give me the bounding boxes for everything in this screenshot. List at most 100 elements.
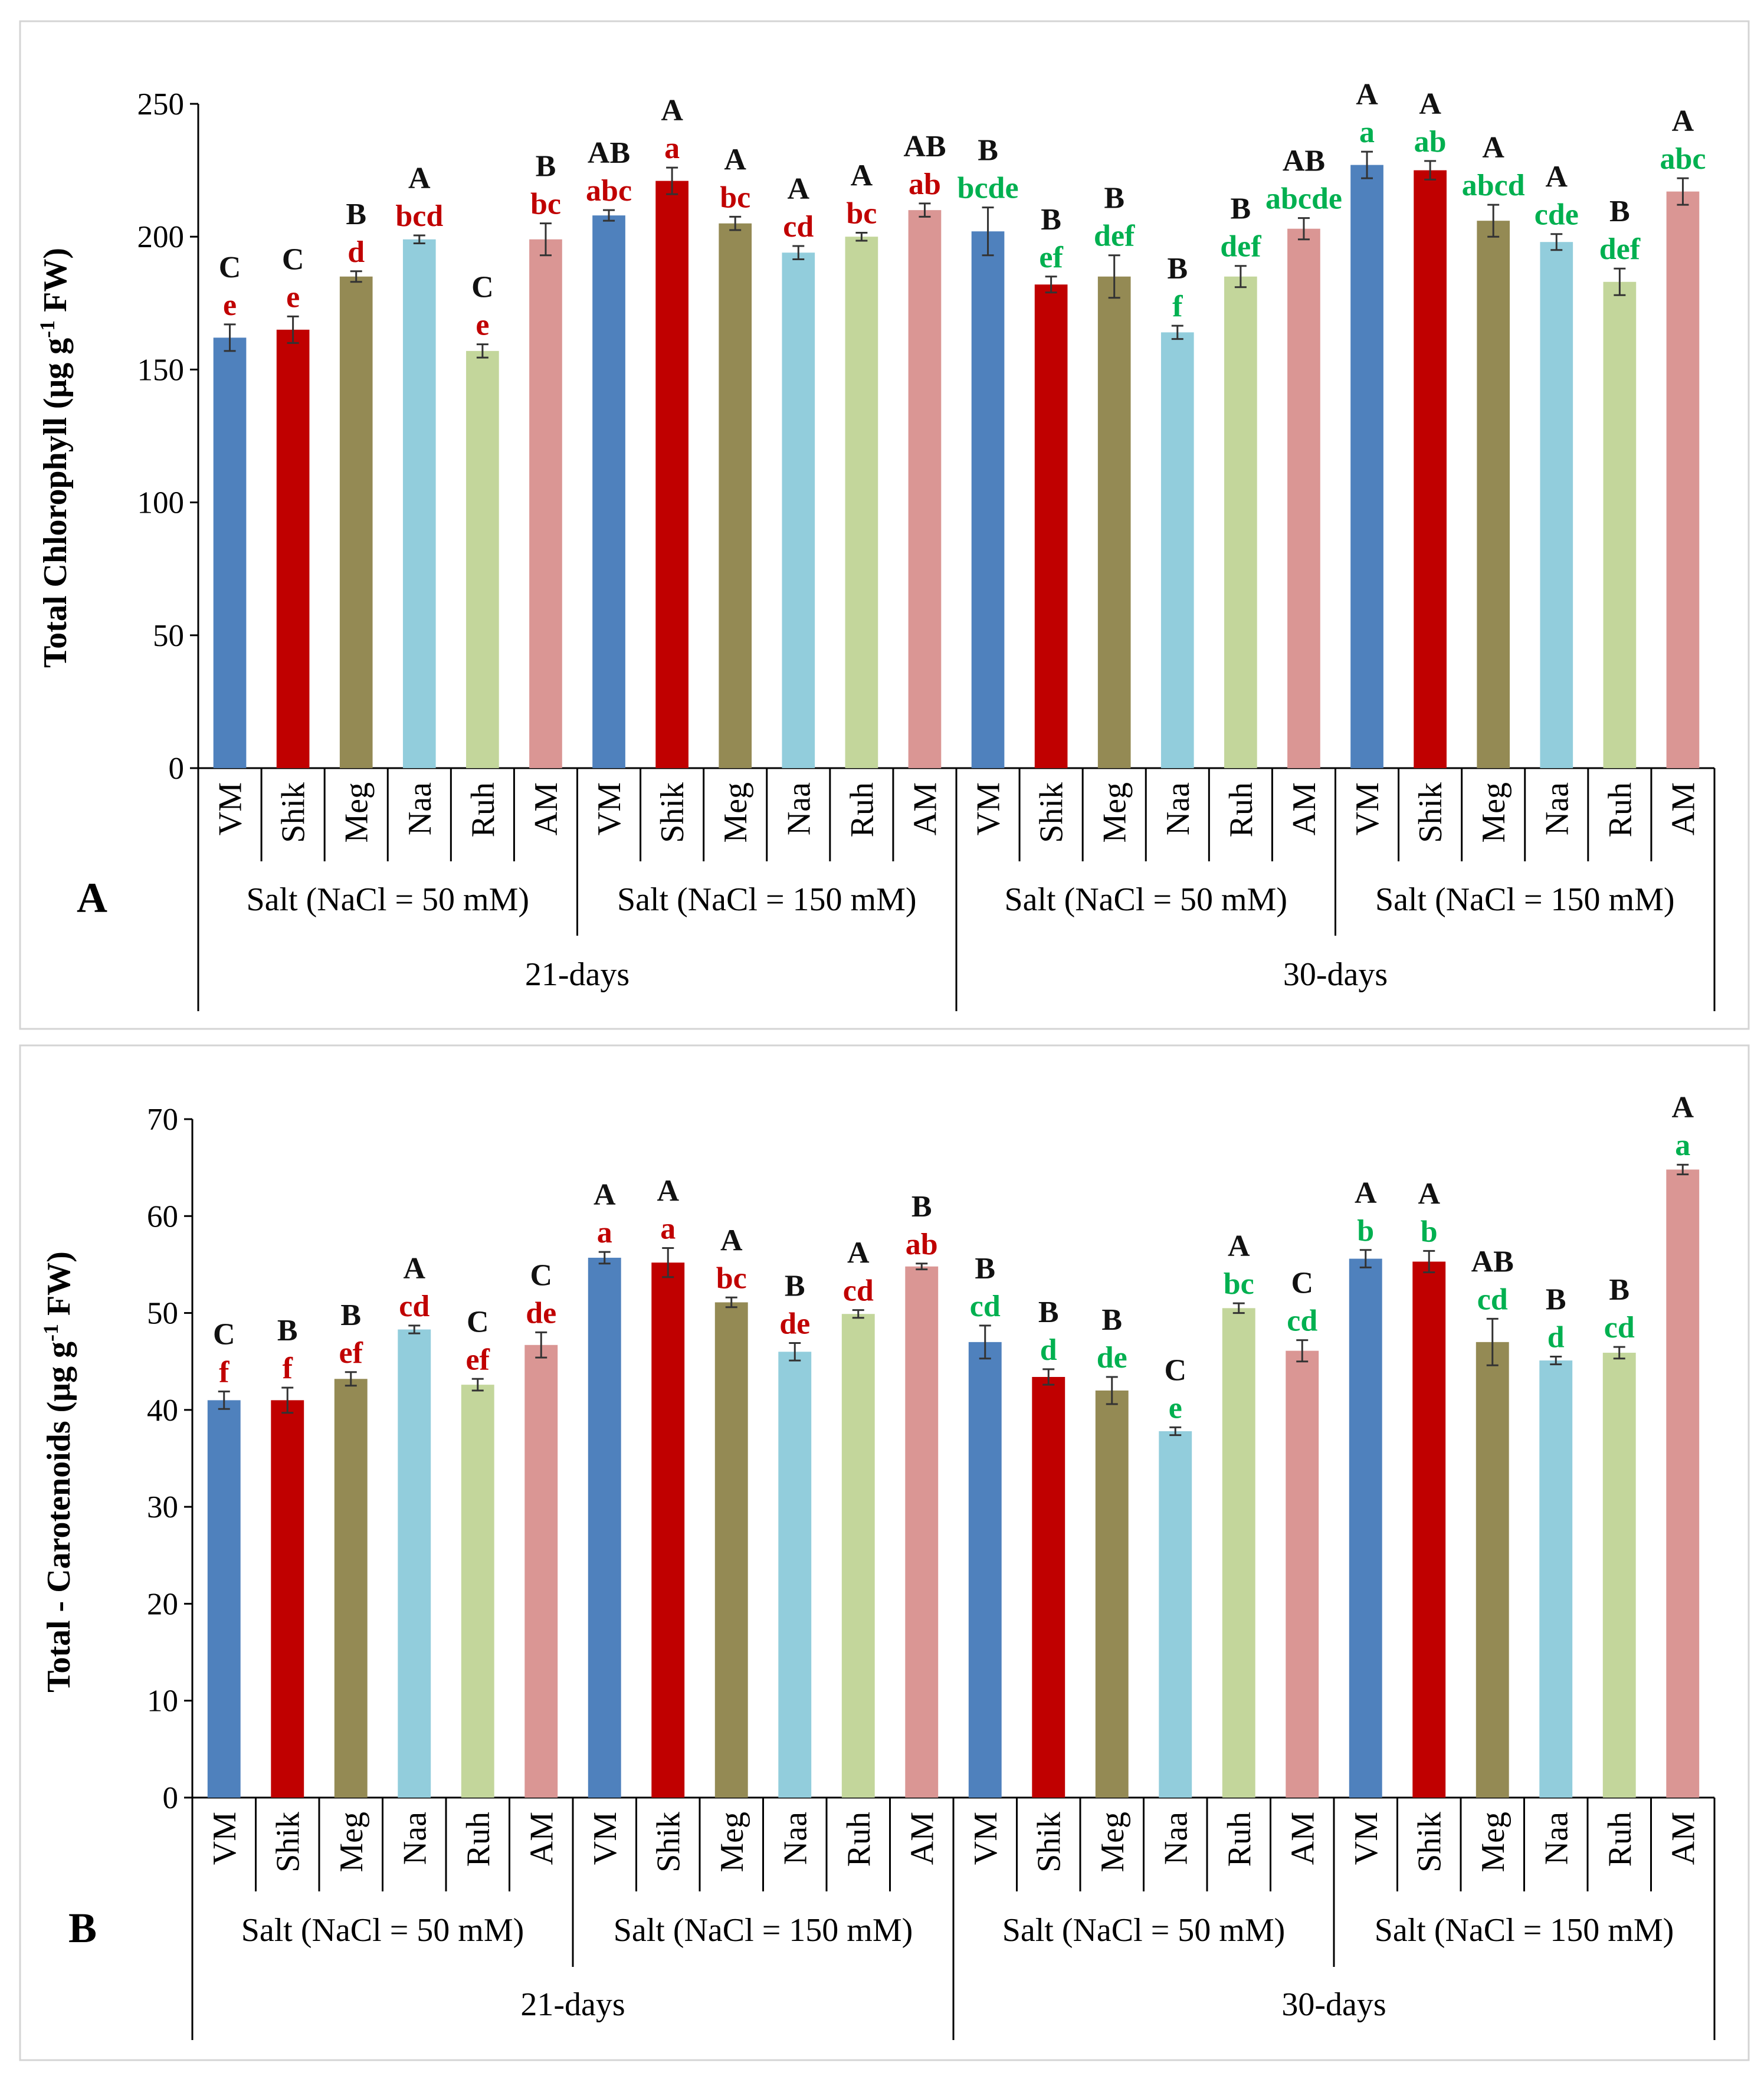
bar-meg <box>719 223 752 768</box>
bar-am <box>908 210 942 768</box>
bar-vm <box>213 337 247 768</box>
category-label: VM <box>206 1812 243 1865</box>
bar-ruh <box>461 1385 494 1798</box>
significance-letter-upper: A <box>594 1178 616 1212</box>
significance-letter-upper: A <box>1228 1229 1250 1263</box>
bar-am <box>1666 191 1700 769</box>
y-tick-label: 150 <box>137 353 185 387</box>
bar-vm <box>1350 165 1383 768</box>
significance-letter-lower: a <box>664 132 680 165</box>
y-axis-label: Total - Carotenoids (μg g-1 FW) <box>39 1251 77 1693</box>
significance-letter-lower: a <box>660 1212 676 1246</box>
category-label: Naa <box>1160 782 1196 835</box>
category-label: VM <box>1349 782 1386 835</box>
significance-letter-lower: cd <box>783 210 814 244</box>
category-label: Ruh <box>1223 782 1260 837</box>
category-label: Ruh <box>844 782 880 837</box>
category-label: VM <box>968 1812 1004 1865</box>
category-label: AM <box>907 782 943 835</box>
significance-letter-upper: B <box>978 134 998 168</box>
significance-letter-lower: ab <box>909 168 941 201</box>
significance-letter-lower: f <box>219 1356 229 1389</box>
significance-letter-lower: bcde <box>958 172 1019 205</box>
category-label: Ruh <box>460 1812 497 1867</box>
period-label: 30-days <box>1281 1986 1386 2023</box>
bar-shik <box>655 181 688 769</box>
category-label: Shik <box>654 782 691 843</box>
significance-letter-lower: cd <box>843 1274 874 1308</box>
category-label: Meg <box>1097 782 1133 843</box>
category-label: Shik <box>650 1812 687 1873</box>
significance-letter-upper: A <box>1482 131 1504 165</box>
bar-meg <box>1477 221 1510 768</box>
bar-naa <box>1539 1360 1573 1798</box>
category-label: AM <box>523 1812 560 1865</box>
significance-letter-upper: B <box>277 1314 298 1347</box>
significance-letter-upper: A <box>657 1175 679 1208</box>
significance-letter-lower: e <box>476 309 489 342</box>
y-axis-label-superscript: -1 <box>35 320 59 338</box>
significance-letter-upper: B <box>1041 203 1061 237</box>
bar-am <box>1287 228 1320 768</box>
y-tick-label: 50 <box>153 619 184 653</box>
panel-label: B <box>68 1904 97 1952</box>
significance-letter-lower: cd <box>1287 1304 1317 1338</box>
category-label: VM <box>591 782 628 835</box>
significance-letter-upper: A <box>1672 104 1694 138</box>
category-label: Naa <box>777 1812 814 1865</box>
chart-panel-b: 0 10 20 30 40 50 60 70 Total - Carotenoids (μg g… <box>39 1091 1716 2040</box>
category-label: Meg <box>1475 1812 1511 1873</box>
y-tick-label: 20 <box>147 1587 178 1621</box>
significance-letter-upper: A <box>403 1252 425 1286</box>
significance-letter-upper: B <box>340 1298 361 1332</box>
category-label: Meg <box>714 1812 750 1873</box>
y-tick-label: 40 <box>147 1393 178 1428</box>
significance-letter-lower: ef <box>1039 241 1063 274</box>
significance-letter-lower: abc <box>1660 142 1706 176</box>
y-tick-label: 250 <box>137 87 185 122</box>
significance-letter-lower: d <box>1547 1321 1565 1355</box>
category-label: Naa <box>396 1812 433 1865</box>
category-label: Shik <box>1031 1812 1067 1873</box>
y-tick-label: 0 <box>163 1781 179 1815</box>
bar-shik <box>1414 170 1447 769</box>
significance-letter-upper: AB <box>903 130 946 163</box>
category-label: AM <box>1284 1812 1321 1865</box>
significance-letter-lower: abcde <box>1265 182 1342 216</box>
category-label: VM <box>212 782 249 835</box>
significance-letter-lower: a <box>597 1216 612 1250</box>
treatment-group-label: Salt (NaCl = 50 mM) <box>241 1912 524 1949</box>
significance-letter-upper: B <box>975 1252 995 1286</box>
category-label: VM <box>970 782 1007 835</box>
panel-label: A <box>77 874 107 922</box>
bar-vm <box>968 1342 1002 1798</box>
significance-letter-upper: C <box>219 251 241 284</box>
significance-letter-lower: b <box>1357 1214 1374 1248</box>
bar-naa <box>398 1329 431 1798</box>
significance-letter-upper: B <box>1101 1303 1122 1337</box>
category-label: Shik <box>270 1812 306 1873</box>
significance-letter-upper: B <box>1104 182 1124 215</box>
significance-letter-upper: B <box>536 150 556 183</box>
category-label: Naa <box>1158 1812 1194 1865</box>
category-label: Meg <box>339 782 375 843</box>
category-label: Meg <box>333 1812 370 1873</box>
y-tick-label: 50 <box>147 1297 178 1331</box>
bar-ruh <box>466 350 499 768</box>
category-label: VM <box>1348 1812 1385 1865</box>
significance-letter-lower: f <box>1172 290 1183 323</box>
period-label: 21-days <box>520 1986 625 2023</box>
bar-am <box>905 1266 939 1798</box>
category-label: Naa <box>1539 782 1575 835</box>
category-label: AM <box>1665 782 1701 835</box>
bar-vm <box>592 215 625 769</box>
bar-meg <box>1476 1342 1509 1798</box>
significance-letter-lower: bc <box>1224 1267 1254 1301</box>
significance-letter-lower: b <box>1421 1215 1438 1248</box>
significance-letter-lower: d <box>347 235 365 269</box>
significance-letter-upper: AB <box>1471 1245 1514 1278</box>
significance-letter-upper: A <box>1671 1091 1694 1124</box>
bar-shik <box>276 329 310 768</box>
period-label: 30-days <box>1283 956 1388 993</box>
bar-meg <box>1097 276 1131 768</box>
